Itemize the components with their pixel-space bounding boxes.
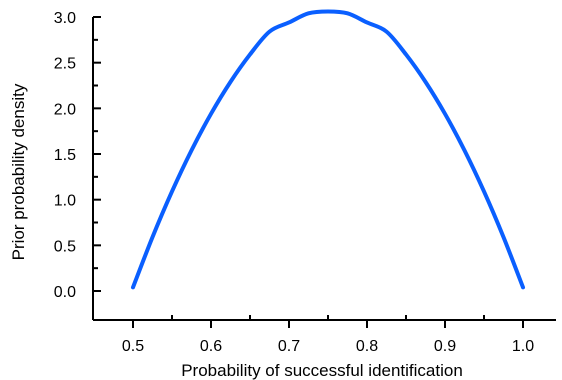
x-tick-label: 0.7	[278, 338, 300, 355]
y-tick-label: 2.0	[54, 101, 76, 118]
y-tick-label: 0.5	[54, 238, 76, 255]
ticks-layer	[93, 16, 524, 328]
x-tick-label: 0.8	[356, 338, 378, 355]
y-tick-label: 3.0	[54, 10, 76, 27]
x-tick-label: 0.9	[434, 338, 456, 355]
y-tick-label: 0.0	[54, 284, 76, 301]
y-tick-label: 2.5	[54, 56, 76, 73]
x-axis-label: Probability of successful identification	[181, 361, 463, 380]
series-layer	[131, 9, 525, 290]
y-tick-label: 1.0	[54, 193, 76, 210]
x-tick-label: 1.0	[512, 338, 534, 355]
x-tick-label: 0.6	[200, 338, 222, 355]
y-tick-label: 1.5	[54, 147, 76, 164]
density-curve	[131, 9, 525, 290]
axes-layer	[92, 17, 556, 321]
y-axis-label: Prior probability density	[9, 83, 28, 260]
labels-layer: 0.5 0.6 0.7 0.8 0.9 1.0 0.0 0.5 1.0 1.5 2.0 2.5 3.0 P…	[9, 10, 534, 380]
x-tick-label: 0.5	[122, 338, 144, 355]
